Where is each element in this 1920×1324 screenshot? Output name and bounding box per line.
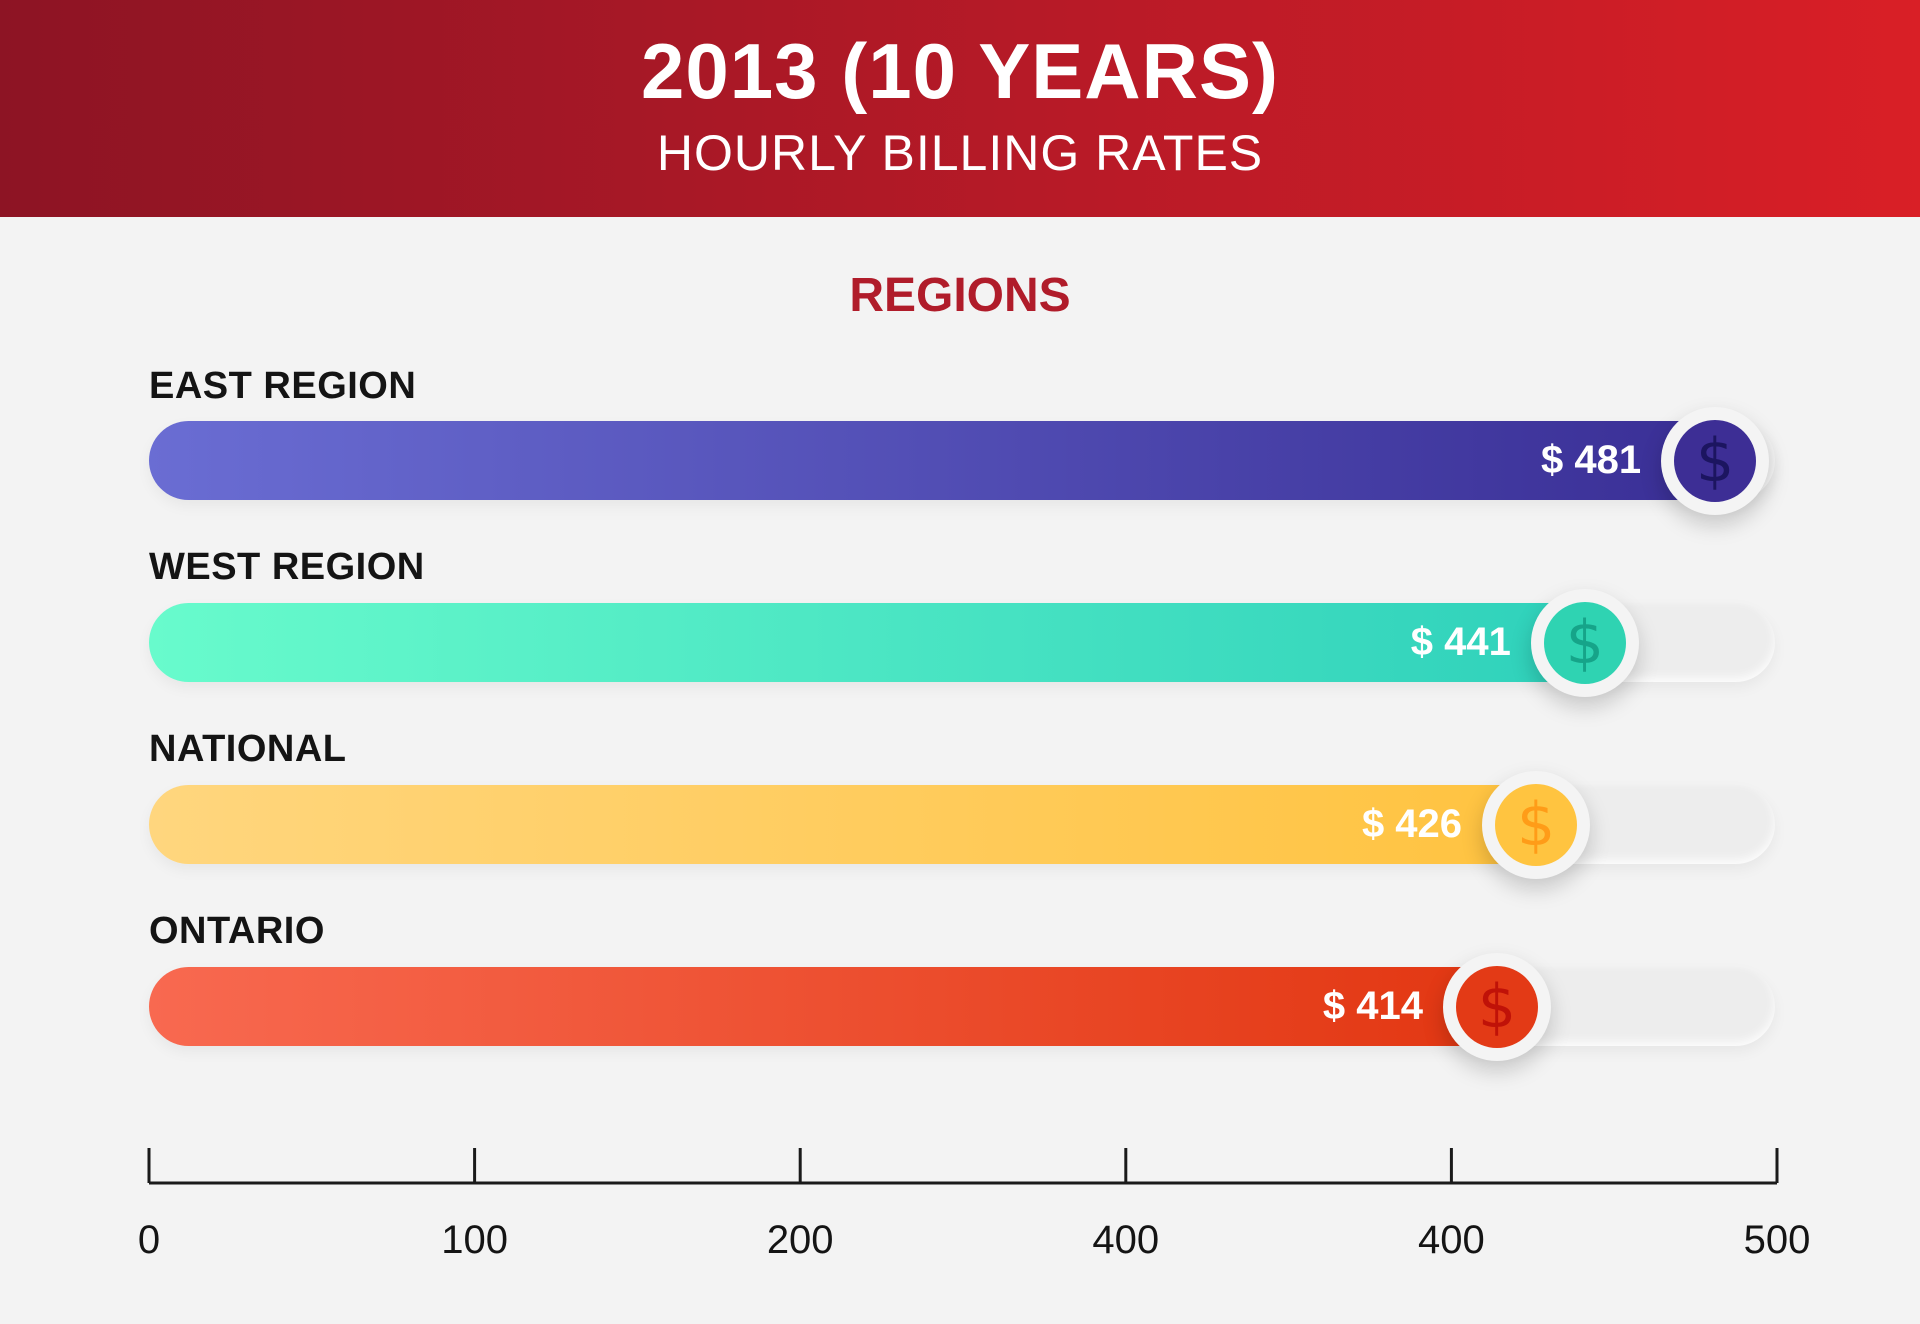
dollar-sign-glyph: $ [1495, 783, 1578, 866]
dollar-sign-glyph: $ [1674, 419, 1757, 502]
value-label-ontario: $ 414 [1322, 984, 1423, 1028]
header-banner: 2013 (10 YEARS) HOURLY BILLING RATES [0, 0, 1920, 217]
dollar-coin-icon: $ [1530, 588, 1639, 697]
bar-west-region [149, 603, 1585, 682]
x-tick-label: 400 [1418, 1218, 1485, 1262]
category-label-west-region: WEST REGION [149, 546, 425, 588]
x-tick-label: 400 [1092, 1218, 1160, 1262]
value-label-west-region: $ 441 [1410, 620, 1511, 664]
section-heading: REGIONS [849, 269, 1071, 322]
dollar-sign-glyph: $ [1455, 965, 1538, 1048]
category-label-east-region: EAST REGION [149, 365, 417, 407]
x-tick-label: 100 [441, 1218, 508, 1262]
dollar-coin-icon: $ [1661, 406, 1770, 515]
value-label-east-region: $ 481 [1541, 438, 1642, 482]
category-label-ontario: ONTARIO [149, 910, 325, 952]
bar-ontario [149, 967, 1497, 1046]
chart-subtitle: HOURLY BILLING RATES [656, 125, 1264, 181]
x-tick-label: 500 [1743, 1218, 1811, 1262]
dollar-coin-icon: $ [1442, 952, 1551, 1061]
dollar-sign-glyph: $ [1543, 601, 1626, 684]
x-tick-label: 0 [137, 1218, 161, 1262]
bar-national [149, 785, 1537, 864]
value-label-national: $ 426 [1361, 802, 1463, 846]
category-label-national: NATIONAL [149, 728, 347, 770]
bar-east-region [149, 421, 1716, 500]
dollar-coin-icon: $ [1482, 770, 1591, 879]
x-tick-label: 200 [766, 1218, 834, 1262]
chart-title: 2013 (10 YEARS) [641, 27, 1279, 115]
